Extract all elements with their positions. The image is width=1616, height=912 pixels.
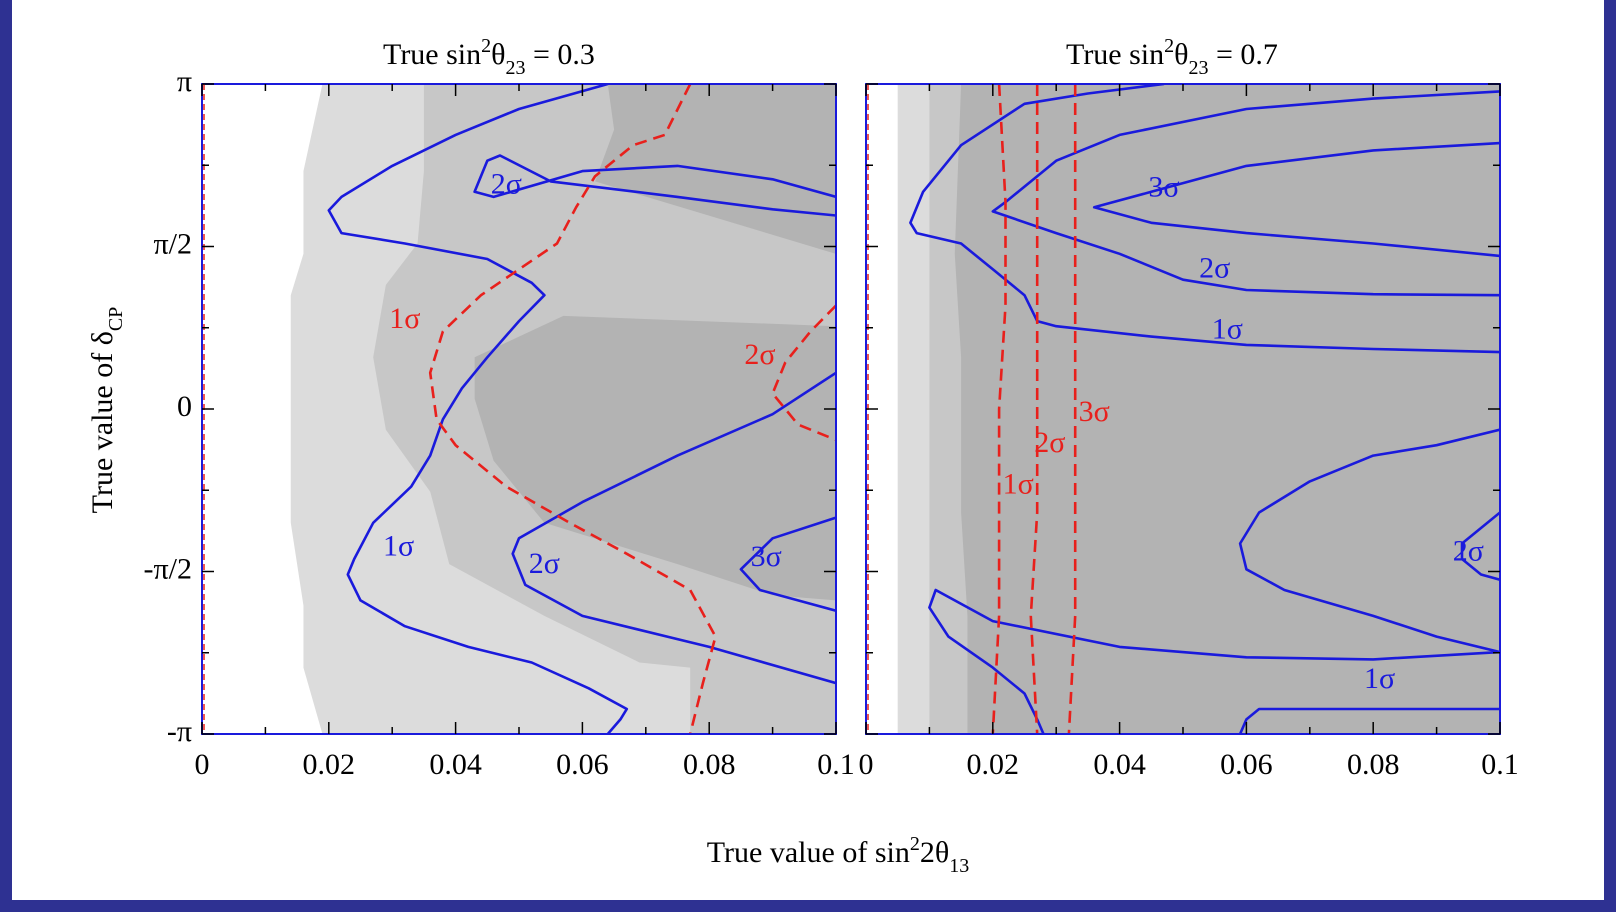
contour-label: 1σ	[1364, 662, 1395, 695]
x-tick-label: 0.08	[1347, 748, 1400, 781]
red-dashed-contour-1σ	[428, 84, 717, 734]
blue-contour-3σ	[1092, 141, 1500, 258]
x-tick-label: 0.04	[429, 748, 482, 781]
right-panel-title: True sin2θ23 = 0.7	[1066, 35, 1278, 79]
y-axis-label: True value of δCP	[86, 307, 127, 514]
contour-label: 2σ	[491, 167, 522, 200]
contour-label: 1σ	[1003, 467, 1034, 500]
plot-area	[897, 84, 1500, 734]
x-tick-label: 0.02	[303, 748, 356, 781]
contour-label: 3σ	[1079, 395, 1110, 428]
y-tick-label: -π	[167, 715, 192, 748]
x-tick-label: 0.02	[967, 748, 1020, 781]
y-tick-label: 0	[177, 390, 192, 423]
contour-label: 1σ	[1212, 312, 1243, 345]
contour-label: 3σ	[751, 540, 782, 573]
plot-area	[290, 84, 836, 734]
x-tick-label: 0	[859, 748, 874, 781]
x-axis-label: True value of sin22θ13	[707, 833, 969, 877]
contour-label: 2σ	[1034, 426, 1065, 459]
x-tick-label: 0.06	[1220, 748, 1273, 781]
x-tick-label: 0.06	[556, 748, 609, 781]
blue-contour-1σ	[928, 588, 1500, 734]
y-tick-label: π/2	[154, 227, 192, 260]
contour-label: 1σ	[389, 302, 420, 335]
contour-label: 2σ	[529, 547, 560, 580]
x-tick-label: 0	[195, 748, 210, 781]
blue-contour-1σ	[327, 84, 629, 734]
contour-label: 2σ	[1199, 251, 1230, 284]
x-tick-label: 0.1	[1481, 748, 1519, 781]
blue-contour-1σ	[1238, 707, 1500, 734]
figure-frame: 2σ 1σ 2σ 1σ 2σ 3σ 0 0.02 0.04 0.06 0.08 0.1 -π -π/2 0 π…	[12, 0, 1604, 900]
red-dashed-contour-1σ	[991, 84, 1007, 734]
contour-label: 2σ	[1453, 535, 1484, 568]
x-tick-label: 0.08	[683, 748, 736, 781]
blue-contour-1σ	[909, 84, 1500, 354]
x-tick-label: 0.1	[817, 748, 855, 781]
red-dashed-contour-2σ	[1029, 84, 1039, 734]
contour-label: 2σ	[744, 338, 775, 371]
blue-contour-3σ	[739, 516, 836, 612]
confidence-region-3	[954, 84, 1500, 734]
red-dashed-contour-3σ	[1067, 84, 1077, 734]
blue-contour-2σ	[1238, 428, 1500, 654]
blue-contour-2σ	[511, 371, 836, 685]
blue-contour-2σ	[473, 154, 836, 217]
left-panel: 2σ 1σ 2σ 1σ 2σ 3σ 0 0.02 0.04 0.06 0.08 0.1 -π -π/2 0 π…	[144, 65, 855, 781]
blue-contour-2σ	[1460, 511, 1500, 581]
x-tick-label: 0.04	[1093, 748, 1146, 781]
left-panel-title: True sin2θ23 = 0.3	[383, 35, 595, 79]
red-dashed-contour-2σ	[771, 304, 836, 442]
y-tick-label: -π/2	[144, 552, 192, 585]
contour-label: 1σ	[383, 530, 414, 563]
contour-label: 3σ	[1148, 171, 1179, 204]
y-tick-label: π	[177, 65, 192, 98]
confidence-region-3	[474, 84, 836, 601]
blue-contour-2σ	[991, 90, 1500, 297]
